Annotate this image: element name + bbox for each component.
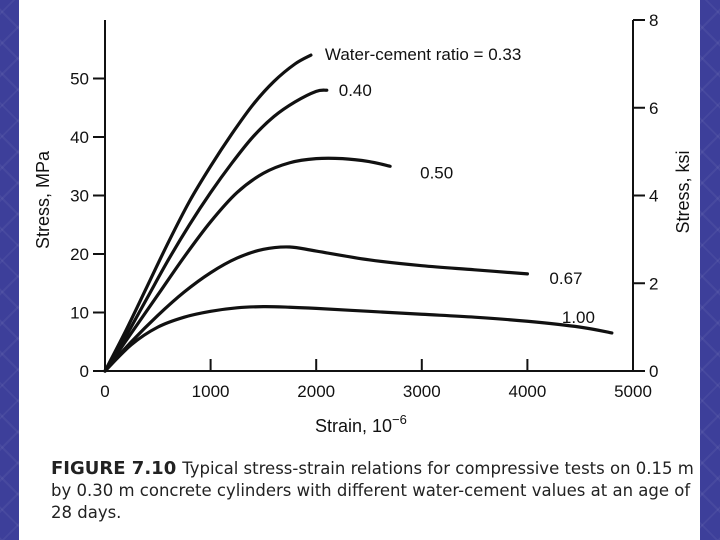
x-axis-title-exponent: −6 <box>392 412 407 427</box>
right-y-tick-label: 6 <box>649 99 658 118</box>
curve-label: 0.50 <box>420 163 453 182</box>
curve-1-00 <box>103 305 614 373</box>
curve-water-cement-ratio-0-33 <box>103 53 313 373</box>
curve-0-40 <box>103 88 329 373</box>
curve-label: 0.40 <box>339 81 372 100</box>
stress-strain-curves <box>103 53 614 373</box>
caption-text: Typical stress-strain relations for comp… <box>51 459 694 522</box>
right-y-axis-title: Stress, ksi <box>673 150 693 233</box>
curve-0-50 <box>103 156 392 373</box>
right-y-tick-label: 2 <box>649 274 658 293</box>
y-tick-label: 30 <box>70 187 89 206</box>
x-axis-ticks: 0 1000 2000 3000 4000 5000 <box>100 359 652 401</box>
curve-0-67 <box>103 245 529 373</box>
y-tick-label: 10 <box>70 304 89 323</box>
x-tick-label: 3000 <box>403 382 441 401</box>
right-y-tick-label: 4 <box>649 187 658 206</box>
curve-label: 0.67 <box>549 269 582 288</box>
right-y-axis-ticks: 0 2 4 6 8 <box>633 11 658 381</box>
y-tick-label: 0 <box>80 362 89 381</box>
curve-label: 1.00 <box>562 308 595 327</box>
curve-labels: Water-cement ratio = 0.33 0.40 0.50 0.67 1.0… <box>325 45 595 327</box>
right-y-tick-label: 0 <box>649 362 658 381</box>
x-tick-label: 0 <box>100 382 109 401</box>
y-axis-ticks: 0 10 20 30 40 50 <box>70 70 105 381</box>
right-y-tick-label: 8 <box>649 11 658 30</box>
y-axis-title: Stress, MPa <box>33 150 53 249</box>
caption-label: FIGURE 7.10 <box>51 458 177 479</box>
x-tick-label: 5000 <box>614 382 652 401</box>
x-tick-label: 4000 <box>508 382 546 401</box>
x-axis-title-text: Strain, 10 <box>315 416 392 436</box>
y-tick-label: 50 <box>70 70 89 89</box>
x-tick-label: 2000 <box>297 382 335 401</box>
curve-label: Water-cement ratio = 0.33 <box>325 45 521 64</box>
y-tick-label: 20 <box>70 245 89 264</box>
x-axis-title: Strain, 10−6 <box>315 412 407 436</box>
figure-caption: FIGURE 7.10 Typical stress-strain relatio… <box>51 458 711 524</box>
y-tick-label: 40 <box>70 128 89 147</box>
x-tick-label: 1000 <box>192 382 230 401</box>
